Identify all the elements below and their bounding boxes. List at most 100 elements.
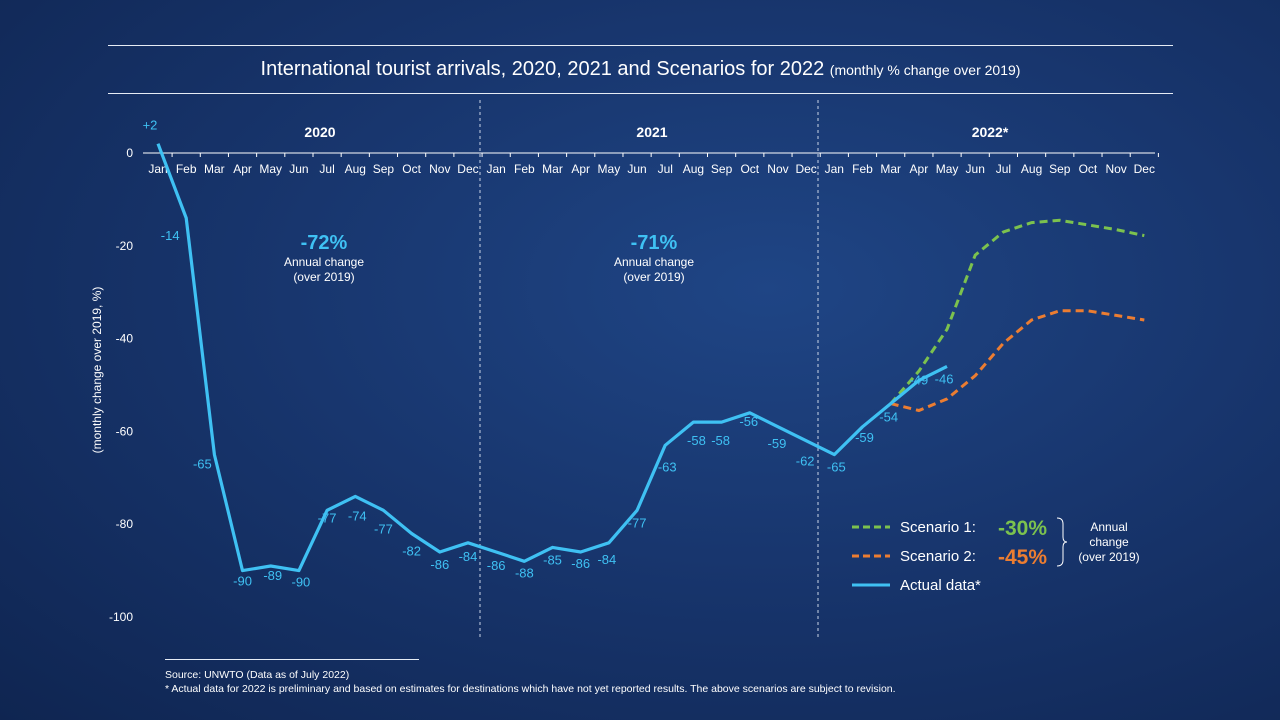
source-line: Source: UNWTO (Data as of July 2022) <box>165 669 350 681</box>
line-chart: Jan Feb Mar Apr May Jun Jul Aug Sep Oct Nov Dec Jan F… <box>90 100 1155 640</box>
data-label: -88 <box>515 565 534 580</box>
x-tick-label: Jun <box>627 162 646 176</box>
data-label: -14 <box>161 228 180 243</box>
year-label: 2022* <box>972 124 1009 140</box>
x-tick-label: Apr <box>571 162 590 176</box>
data-label: -74 <box>348 508 367 523</box>
data-label: -59 <box>855 430 874 445</box>
scenario-1-line <box>889 218 1145 405</box>
x-tick-label: Sep <box>1049 162 1071 176</box>
source-note: Source: UNWTO (Data as of July 2022) * A… <box>165 668 896 696</box>
x-tick-label: Feb <box>514 162 535 176</box>
legend-scenario-1-value: -30% <box>998 517 1047 540</box>
data-label: -77 <box>318 510 337 525</box>
year-label: 2021 <box>636 124 667 140</box>
y-tick-label: -60 <box>116 424 134 438</box>
x-tick-label: Aug <box>683 162 704 176</box>
data-label: -86 <box>571 556 590 571</box>
annual-change-label: (over 2019) <box>293 270 354 284</box>
x-tick-label: Nov <box>1105 162 1126 176</box>
title-bottom-rule <box>108 93 1173 94</box>
y-tick-label: -40 <box>116 332 134 346</box>
data-label: -86 <box>487 558 506 573</box>
chart-title: International tourist arrivals, 2020, 20… <box>108 58 1173 81</box>
x-tick-label: Oct <box>402 162 421 176</box>
x-tick-label: Sep <box>373 162 395 176</box>
scenario-2-line <box>890 309 1145 413</box>
x-tick-label: Jan <box>486 162 505 176</box>
annual-change-label: (over 2019) <box>623 270 684 284</box>
annual-change-value: -71% <box>631 232 678 254</box>
x-tick-label: Aug <box>345 162 366 176</box>
data-label: -84 <box>597 552 616 567</box>
x-tick-label: Dec <box>795 162 816 176</box>
year-label: 2020 <box>304 124 335 140</box>
title-subtitle: (monthly % change over 2019) <box>829 62 1021 78</box>
data-label: -58 <box>687 433 706 448</box>
x-tick-label: Feb <box>852 162 873 176</box>
data-label: -46 <box>935 371 954 386</box>
data-label: -49 <box>909 372 928 387</box>
x-tick-label: May <box>259 162 282 176</box>
legend-scenario-2-label: Scenario 2: <box>900 548 976 565</box>
data-label: -84 <box>459 549 478 564</box>
data-label: -62 <box>796 454 815 469</box>
y-tick-label: -80 <box>116 517 134 531</box>
title-text: International tourist arrivals, 2020, 20… <box>260 58 825 80</box>
x-tick-label: Apr <box>233 162 252 176</box>
x-tick-label: Sep <box>711 162 733 176</box>
source-rule <box>165 659 419 660</box>
x-tick-label: Nov <box>767 162 788 176</box>
legend-annual-label: change <box>1089 535 1129 549</box>
data-label: -56 <box>739 414 758 429</box>
x-tick-label: Dec <box>457 162 478 176</box>
data-label: -89 <box>263 568 282 583</box>
actual-data-line <box>156 143 948 573</box>
y-tick-label: 0 <box>126 146 133 160</box>
x-tick-label: May <box>936 162 959 176</box>
annual-change-label: Annual change <box>614 255 694 269</box>
x-tick-label: Dec <box>1134 162 1155 176</box>
data-label: -85 <box>543 552 562 567</box>
data-label: -54 <box>879 410 898 425</box>
legend-annual-label: (over 2019) <box>1078 550 1139 564</box>
y-axis-title: (monthly change over 2019, %) <box>90 287 104 454</box>
y-tick-label: -20 <box>116 239 134 253</box>
x-tick-label: Mar <box>542 162 563 176</box>
legend-actual-label: Actual data* <box>900 577 981 594</box>
data-label: -90 <box>292 575 311 590</box>
data-label: -77 <box>628 515 647 530</box>
data-label: -65 <box>827 460 846 475</box>
x-tick-label: Apr <box>910 162 929 176</box>
data-label: -65 <box>193 457 212 472</box>
data-label: +2 <box>143 118 158 133</box>
x-tick-label: Nov <box>429 162 450 176</box>
legend-annual-label: Annual <box>1090 520 1127 534</box>
data-label: -77 <box>374 521 393 536</box>
x-tick-label: Mar <box>880 162 901 176</box>
title-top-rule <box>108 45 1173 46</box>
x-tick-label: Oct <box>740 162 759 176</box>
x-tick-label: Jul <box>319 162 334 176</box>
x-tick-label: Jan <box>825 162 844 176</box>
annual-change-label: Annual change <box>284 255 364 269</box>
y-tick-label: -100 <box>109 610 133 624</box>
data-label: -82 <box>402 543 421 558</box>
legend-scenario-2-value: -45% <box>998 546 1047 569</box>
footnote-line: * Actual data for 2022 is preliminary an… <box>165 683 896 695</box>
x-tick-label: Jun <box>289 162 308 176</box>
legend-brace <box>1056 517 1068 567</box>
x-tick-label: Feb <box>176 162 197 176</box>
x-tick-label: Jul <box>996 162 1011 176</box>
x-tick-label: Mar <box>204 162 225 176</box>
data-label: -58 <box>711 433 730 448</box>
x-tick-label: Oct <box>1079 162 1098 176</box>
annual-change-value: -72% <box>301 232 348 254</box>
x-tick-label: Jan <box>148 162 167 176</box>
legend-scenario-1-label: Scenario 1: <box>900 519 976 536</box>
data-label: -59 <box>768 436 787 451</box>
x-tick-label: Jun <box>966 162 985 176</box>
data-label: -86 <box>430 557 449 572</box>
data-label: -63 <box>658 459 677 474</box>
x-tick-label: May <box>598 162 621 176</box>
